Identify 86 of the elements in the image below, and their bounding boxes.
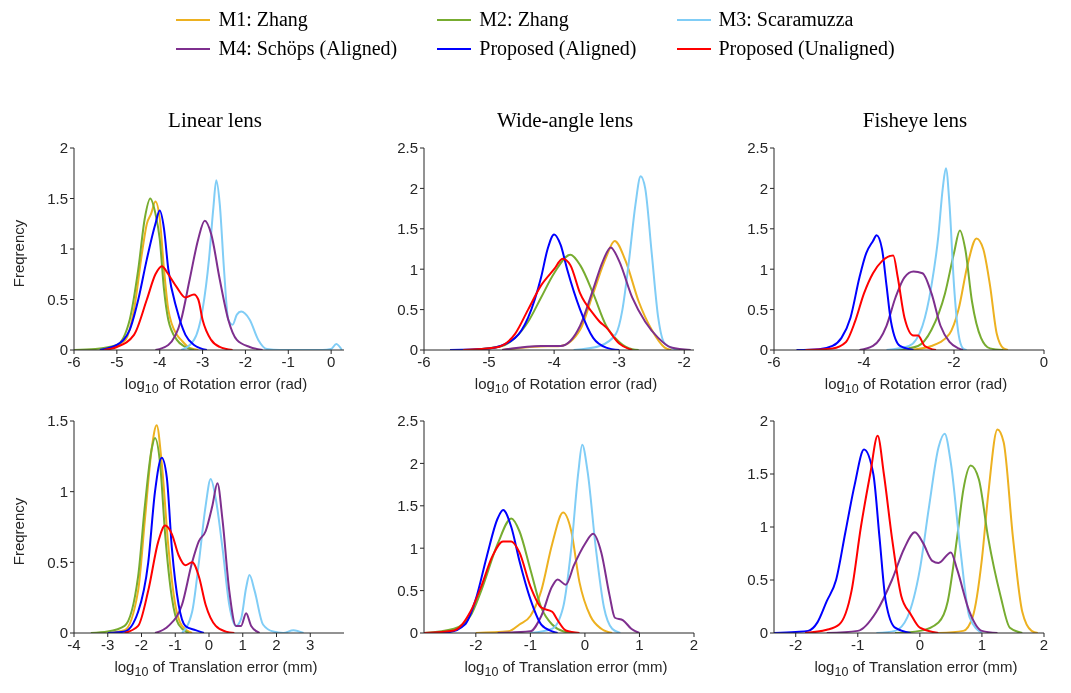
x-tick-label: -6 <box>767 352 781 370</box>
x-tick-label: -4 <box>153 352 167 370</box>
y-axis-title: Freqrency <box>10 219 27 288</box>
x-tick-label: 2 <box>689 635 699 653</box>
x-tick-label: -6 <box>417 352 431 370</box>
y-tick-label: 0.5 <box>397 300 418 318</box>
legend-label: Proposed (Aligned) <box>479 37 637 60</box>
y-axis-title: Freqrency <box>10 497 27 566</box>
y-tick-label: 0.5 <box>397 581 418 599</box>
x-tick-label: 2 <box>272 635 281 653</box>
chart-title: Linear lens <box>167 108 263 134</box>
x-tick-label: -1 <box>168 635 182 653</box>
y-tick-label: 0.5 <box>47 553 68 571</box>
x-tick-label: 1 <box>635 635 644 653</box>
y-tick-label: 0.5 <box>747 571 768 589</box>
y-tick-label: 2 <box>409 454 418 472</box>
y-tick-label: 2.5 <box>397 139 418 157</box>
x-tick-label: -2 <box>134 635 149 653</box>
x-tick-label: -4 <box>857 352 871 370</box>
y-tick-label: 2 <box>409 179 418 197</box>
y-tick-label: 1.5 <box>47 189 68 207</box>
y-tick-label: 1.5 <box>397 220 418 238</box>
x-tick-label: 0 <box>580 635 590 653</box>
x-axis-title: log$_{10}$ of Translation error (mm) <box>463 658 669 681</box>
y-tick-label: 2 <box>759 412 768 430</box>
line-series <box>154 482 261 633</box>
y-tick-label: 1.5 <box>397 497 418 515</box>
legend-label: M2: Zhang <box>479 8 569 31</box>
y-tick-label: 0 <box>409 341 418 359</box>
x-tick-label: 0 <box>915 635 925 653</box>
legend-label: M1: Zhang <box>218 8 308 31</box>
x-tick-label: -2 <box>238 352 253 370</box>
x-axis-title: log$_{10}$ of Translation error (mm) <box>813 658 1019 681</box>
x-tick-label: -4 <box>67 635 81 653</box>
y-tick-label: 0.5 <box>747 300 768 318</box>
y-tick-label: 2.5 <box>397 412 418 430</box>
y-tick-label: 1.5 <box>747 465 768 483</box>
x-tick-label: -3 <box>612 352 626 370</box>
y-tick-label: 1 <box>409 539 418 557</box>
y-tick-label: 1 <box>759 518 768 536</box>
x-tick-label: -3 <box>101 635 115 653</box>
x-tick-label: -1 <box>281 352 295 370</box>
y-tick-label: 2 <box>759 179 768 197</box>
x-tick-label: 1 <box>977 635 987 653</box>
x-axis-title: log$_{10}$ of Rotation error (rad) <box>123 375 309 398</box>
legend-label: Proposed (Unaligned) <box>718 37 895 60</box>
line-series <box>181 477 305 633</box>
x-axis-title: log$_{10}$ of Translation error (mm) <box>113 658 319 681</box>
x-tick-label: -2 <box>789 635 803 653</box>
x-tick-label: 1 <box>238 635 247 653</box>
x-tick-label: 0 <box>1039 352 1049 370</box>
x-tick-label: -2 <box>677 352 691 370</box>
x-axis-title: log$_{10}$ of Rotation error (rad) <box>823 375 1009 398</box>
legend-label: M3: Scaramuzza <box>718 8 854 31</box>
y-tick-label: 1 <box>59 482 68 500</box>
x-tick-label: -2 <box>469 635 483 653</box>
line-series <box>180 179 343 350</box>
y-tick-label: 0 <box>59 341 68 359</box>
y-tick-label: 1.5 <box>747 220 768 238</box>
y-tick-label: 1 <box>409 260 418 278</box>
chart-title: Fisheye lens <box>861 108 969 134</box>
y-tick-label: 2.5 <box>747 139 768 157</box>
legend-label: M4: Schöps (Aligned) <box>218 37 398 60</box>
x-tick-label: -2 <box>947 352 961 370</box>
y-tick-label: 0 <box>59 624 68 642</box>
x-tick-label: -1 <box>851 635 865 653</box>
x-tick-label: 2 <box>1039 635 1049 653</box>
y-tick-label: 0 <box>759 624 768 642</box>
y-tick-label: 0.5 <box>47 290 68 308</box>
chart-title: Wide-angle lens <box>495 108 635 134</box>
x-tick-label: 0 <box>204 635 214 653</box>
x-tick-label: -5 <box>110 352 124 370</box>
y-tick-label: 1 <box>759 260 768 278</box>
x-tick-label: 3 <box>306 635 315 653</box>
x-tick-label: -3 <box>195 352 210 370</box>
x-tick-label: -1 <box>523 635 538 653</box>
y-tick-label: 0 <box>409 624 418 642</box>
x-axis-title: log$_{10}$ of Rotation error (rad) <box>473 375 659 398</box>
y-tick-label: 1 <box>59 240 68 258</box>
x-tick-label: 0 <box>326 352 336 370</box>
x-tick-label: -6 <box>67 352 81 370</box>
x-tick-label: -5 <box>482 352 496 370</box>
y-tick-label: 0 <box>759 341 768 359</box>
x-tick-label: -4 <box>547 352 561 370</box>
y-tick-label: 2 <box>59 139 68 157</box>
y-tick-label: 1.5 <box>47 412 68 430</box>
